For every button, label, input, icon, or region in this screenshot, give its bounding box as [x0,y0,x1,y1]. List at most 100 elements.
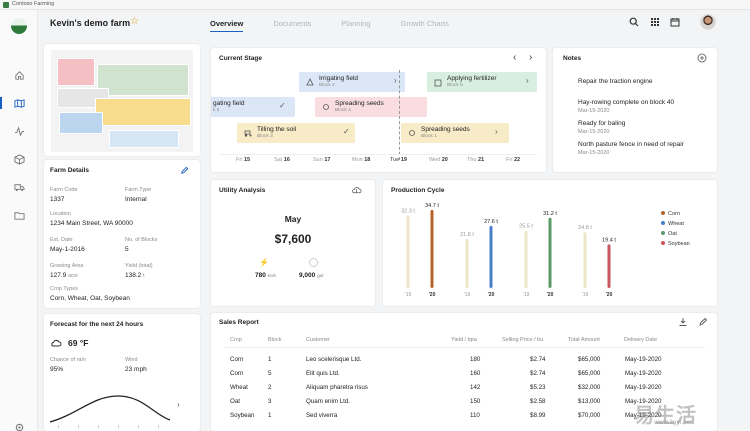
cell-delivery-date: May-19-2020 [625,356,662,363]
bar-oat-19[interactable] [524,230,528,288]
rain-label: Chance of rain [50,357,86,363]
bar-corn-19[interactable] [406,215,410,288]
tab-overview[interactable]: Overview [210,19,244,32]
download-icon[interactable] [678,317,688,327]
task-block: Block 2 [319,83,335,88]
bar-corn-20[interactable] [430,209,434,288]
task-spreading-seeds-4[interactable]: Spreading seeds Block 4 [315,97,427,117]
day-label-today: Tue 19 [390,157,407,163]
x-tick-label: '20 [429,292,436,298]
location-value: 1234 Main Street, WA 90000 [50,220,133,227]
task-irrigating-field-2[interactable]: gating field k 5 ✓ [211,97,295,117]
note-item[interactable]: North pasture fence in need of repair [578,141,684,148]
column-header-yield[interactable]: Yield / bpa [451,337,477,343]
task-tilling-the-soil[interactable]: Tilling the soil Block 3 ✓ [237,123,355,143]
bar-wheat-19[interactable] [465,238,469,288]
nav-rail [0,10,38,431]
task-spreading-seeds-1[interactable]: Spreading seeds Block 1 › [401,123,509,143]
truck-icon[interactable] [12,180,26,194]
map-block-1[interactable] [57,58,95,86]
cell-crop: Soybean [230,412,255,419]
cell-yield: 180 [470,356,481,363]
farm-map[interactable] [51,50,193,152]
water-usage: 9,000 gal [299,272,324,279]
seeds-icon [407,128,417,138]
apps-grid-icon[interactable] [650,17,660,27]
favorite-star-icon[interactable]: ☆ [130,16,139,27]
map-block-2[interactable] [97,64,189,96]
bar-soybean-20[interactable] [607,244,611,288]
window-titlebar: Contoso Farming [0,0,750,10]
data-label: 34.7 t [425,203,439,209]
x-tick-label: '19 [464,292,471,298]
column-header-customer[interactable]: Customer [306,337,330,343]
chevron-left-icon[interactable]: ‹ [513,52,517,63]
column-header-delivery-date[interactable]: Delivery Date [624,337,658,343]
user-avatar[interactable] [700,14,716,30]
add-note-icon[interactable] [697,53,707,63]
tab-growth-charts[interactable]: Growth Charts [400,19,449,28]
map-block-4[interactable] [95,98,191,126]
cell-yield: 150 [470,398,481,405]
farm-logo-icon [11,18,27,34]
day-number: 19 [400,157,407,163]
legend-dot [661,231,665,235]
chevron-right-icon[interactable]: › [177,400,180,409]
calendar-icon[interactable] [670,17,680,27]
x-tick-label: '19 [523,292,530,298]
x-tick-label: '20 [606,292,613,298]
cell-yield: 142 [470,384,481,391]
cell-customer: Sed viverra [306,412,338,419]
home-icon[interactable] [12,68,26,82]
power-icon: ⚡ [259,258,269,267]
note-item[interactable]: Repair the traction engine [578,78,653,85]
settings-icon[interactable] [12,420,26,431]
note-item[interactable]: Hay-rowing complete on block 40 [578,99,675,106]
edit-pencil-icon[interactable] [698,317,708,327]
tractor-icon [243,128,253,138]
activity-icon[interactable] [12,124,26,138]
folder-icon[interactable] [12,208,26,222]
task-applying-fertilizer[interactable]: Applying fertilizer Block 5 › [427,72,537,92]
data-label: 25.5 t [519,224,533,230]
cell-crop: Wheat [230,384,248,391]
day-dow: Fri [506,157,513,163]
today-marker [399,70,400,160]
cell-delivery-date: May-19-2020 [625,370,662,377]
wind-label: Wind [125,357,138,363]
day-dow: Wed [429,157,441,163]
cell-customer: Aliquam pharetra risus [306,384,368,391]
task-irrigating-field[interactable]: Irrigating field Block 2 › [299,72,405,92]
current-stage-title: Current Stage [219,55,262,62]
search-icon[interactable] [629,17,639,27]
legend-dot [661,241,665,245]
column-header-total-amount[interactable]: Total Amount [568,337,600,343]
bar-soybean-19[interactable] [583,232,587,288]
column-header-block[interactable]: Block [268,337,282,343]
chevron-right-icon[interactable]: › [529,52,533,63]
tab-documents[interactable]: Documents [273,19,312,28]
map-block-5[interactable] [59,112,103,134]
day-number: 20 [441,157,448,163]
task-name: Applying fertilizer [447,75,497,82]
map-icon[interactable] [0,96,26,110]
legend-label: Corn [668,211,680,217]
cloud-upload-icon[interactable] [351,185,362,195]
bar-wheat-20[interactable] [489,225,493,288]
power-unit: kwh [267,274,277,279]
box-icon[interactable] [12,152,26,166]
task-name: Irrigating field [319,75,359,82]
map-block-6[interactable] [109,130,179,148]
blocks-value: 5 [125,246,129,253]
production-title: Production Cycle [391,187,445,194]
production-cycle-card: Production Cycle 32.3 t '19 34.7 t '20 21.8 … [383,180,717,306]
column-header-selling-price[interactable]: Selling Price / bu [502,337,544,343]
bar-oat-20[interactable] [548,217,552,288]
edit-pencil-icon[interactable] [180,166,189,175]
note-item[interactable]: Ready for baling [578,120,626,127]
day-label: Fri 15 [236,157,250,163]
cell-price: $2.74 [530,370,546,377]
tab-planning[interactable]: Planning [341,19,371,28]
growing-area-number: 127.9 [50,272,67,279]
column-header-crop[interactable]: Crop [230,337,242,343]
